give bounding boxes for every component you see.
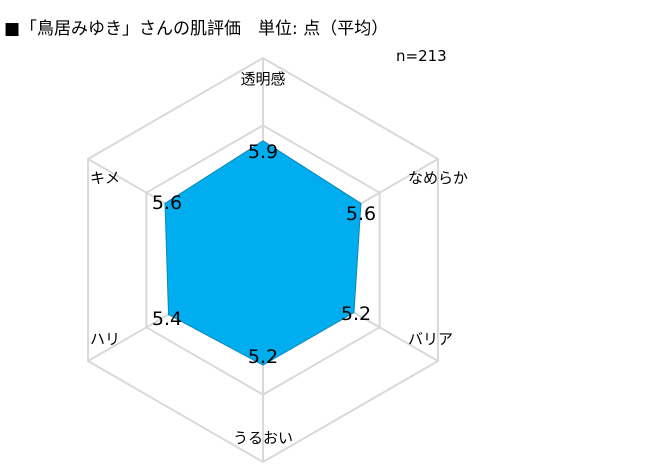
axis-label: うるおい	[233, 429, 293, 447]
value-label: 5.6	[346, 203, 376, 225]
value-label: 5.4	[152, 308, 182, 330]
value-label: 5.2	[341, 303, 371, 325]
axis-label: ハリ	[90, 330, 120, 348]
series-area	[164, 140, 362, 366]
axis-label: 透明感	[240, 70, 285, 88]
value-label: 5.9	[248, 141, 278, 163]
axis-label: なめらか	[408, 169, 468, 187]
axis-label: バリア	[408, 330, 453, 348]
value-label: 5.6	[152, 192, 182, 214]
chart-title: ■「鳥居みゆき」さんの肌評価 単位: 点（平均）	[4, 19, 389, 39]
value-label: 5.2	[248, 346, 278, 368]
axis-label: キメ	[90, 169, 120, 187]
sample-size-label: n=213	[396, 47, 447, 65]
radar-series	[164, 140, 362, 366]
